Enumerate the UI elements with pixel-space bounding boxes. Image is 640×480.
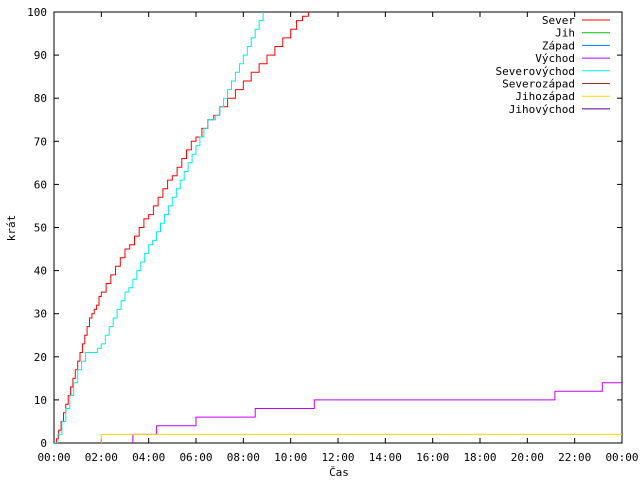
x-tick-label: 14:00	[369, 451, 402, 464]
legend-label: Jih	[555, 27, 575, 40]
x-tick-label: 00:00	[37, 451, 70, 464]
x-tick-label: 04:00	[132, 451, 165, 464]
x-tick-label: 12:00	[321, 451, 354, 464]
y-axis-title: krát	[5, 215, 18, 242]
series-line-severovýchod	[54, 12, 264, 443]
y-tick-label: 20	[34, 351, 47, 364]
x-tick-label: 00:00	[605, 451, 638, 464]
legend-label: Západ	[542, 39, 575, 52]
x-tick-label: 20:00	[511, 451, 544, 464]
series-lines	[54, 12, 622, 443]
x-tick-label: 08:00	[227, 451, 260, 464]
y-tick-label: 0	[40, 437, 47, 450]
y-tick-label: 50	[34, 222, 47, 235]
x-tick-label: 18:00	[463, 451, 496, 464]
x-tick-label: 02:00	[85, 451, 118, 464]
x-tick-label: 16:00	[416, 451, 449, 464]
series-line-východ	[132, 382, 622, 443]
legend: SeverJihZápadVýchodSeverovýchodSeverozáp…	[496, 14, 610, 116]
x-tick-label: 06:00	[179, 451, 212, 464]
x-tick-label: 10:00	[274, 451, 307, 464]
axis-ticks: 0 10 20 30 40 50 60 70 80 90 100 00:00 02:00 04:00 06:…	[27, 6, 638, 464]
y-tick-label: 60	[34, 178, 47, 191]
y-tick-label: 10	[34, 394, 47, 407]
y-tick-label: 80	[34, 92, 47, 105]
legend-label: Severovýchod	[496, 65, 575, 78]
x-axis-title: Čas	[329, 466, 349, 479]
y-tick-label: 40	[34, 265, 47, 278]
legend-label: Severozápad	[502, 78, 575, 91]
series-line-jihozápad	[100, 433, 622, 443]
y-tick-label: 30	[34, 308, 47, 321]
y-tick-label: 70	[34, 135, 47, 148]
y-tick-label: 90	[34, 49, 47, 62]
series-line-sever	[54, 12, 309, 443]
legend-label: Východ	[535, 52, 575, 65]
y-tick-label: 100	[27, 6, 47, 19]
legend-label: Jihozápad	[515, 90, 575, 103]
legend-label: Sever	[542, 14, 575, 27]
x-tick-label: 22:00	[558, 451, 591, 464]
legend-label: Jihovýchod	[509, 103, 575, 116]
